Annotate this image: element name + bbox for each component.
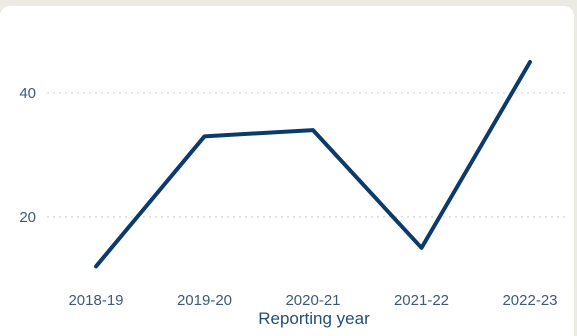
- x-tick-label: 2022-23: [502, 292, 557, 309]
- x-axis-title: Reporting year: [258, 309, 370, 328]
- y-tick-label: 40: [19, 85, 36, 102]
- chart-card: 20 40 2018-19 2019-20 2020-21 2021-22 2022-23…: [0, 6, 574, 336]
- grid: [47, 92, 566, 218]
- y-tick-label: 20: [19, 209, 36, 226]
- series-group: [94, 59, 532, 269]
- x-tick-label: 2018-19: [68, 292, 123, 309]
- x-axis-ticks: 2018-19 2019-20 2020-21 2021-22 2022-23: [68, 292, 557, 309]
- x-tick-label: 2019-20: [177, 292, 232, 309]
- x-tick-label: 2021-22: [394, 292, 449, 309]
- x-tick-label: 2020-21: [285, 292, 340, 309]
